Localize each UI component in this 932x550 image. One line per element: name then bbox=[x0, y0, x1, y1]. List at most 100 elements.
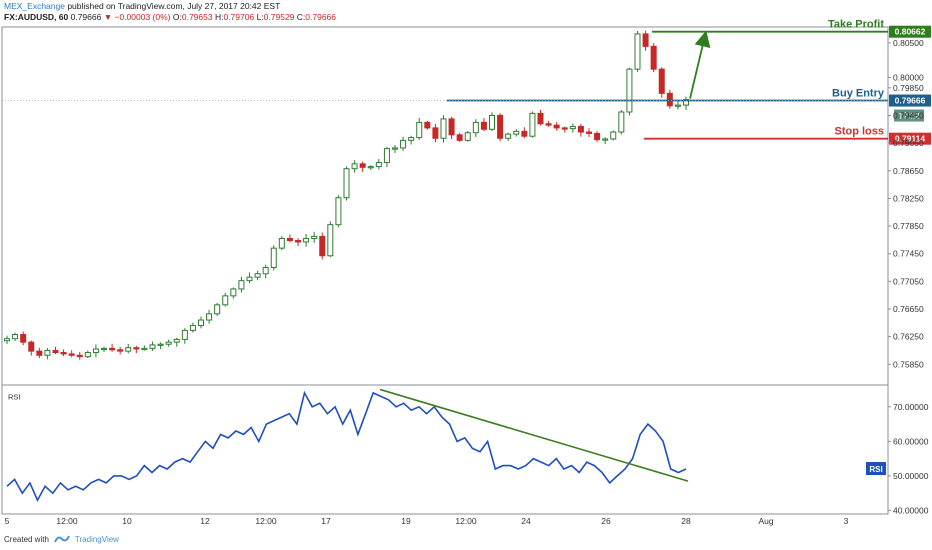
candle-body bbox=[674, 104, 681, 107]
candle-body bbox=[658, 68, 665, 94]
candle-body bbox=[440, 118, 447, 139]
candle-body bbox=[392, 147, 398, 150]
candle-body bbox=[448, 118, 455, 136]
candle-body bbox=[133, 347, 140, 350]
candle-body bbox=[278, 237, 285, 249]
level-price-label: 0.80662 bbox=[895, 27, 926, 37]
ohlc-h-label: H: bbox=[214, 12, 224, 22]
candle-body bbox=[513, 130, 520, 135]
level-label: Take Profit bbox=[828, 19, 884, 31]
candle-body bbox=[303, 237, 310, 243]
candle-body bbox=[189, 325, 196, 331]
candle-body bbox=[505, 133, 512, 139]
candle-body bbox=[383, 148, 390, 163]
candle-body bbox=[141, 347, 148, 351]
candle-body bbox=[222, 295, 229, 306]
candle-body bbox=[375, 161, 382, 168]
candle-body bbox=[464, 132, 471, 141]
candle-body bbox=[610, 131, 617, 140]
rsi-panel: RSI RSI bbox=[6, 388, 886, 503]
price-tick-label: 0.79050 bbox=[893, 138, 924, 148]
x-tick-label: 19 bbox=[401, 516, 411, 526]
candle-body bbox=[117, 349, 124, 352]
price-tick-label: 0.78250 bbox=[893, 193, 924, 203]
price-tick-label: 0.80000 bbox=[893, 72, 924, 82]
candle-body bbox=[561, 127, 568, 130]
candle-body bbox=[76, 354, 83, 358]
price-tick-label: 0.75850 bbox=[893, 359, 924, 369]
countdown-tag bbox=[894, 109, 924, 122]
price-tick-label: 0.76650 bbox=[893, 304, 924, 314]
ohlc-high: 0.79706 bbox=[223, 12, 255, 22]
candle-body bbox=[424, 121, 431, 129]
candle-body bbox=[109, 347, 116, 351]
rsi-line bbox=[6, 390, 687, 503]
candle-body bbox=[602, 138, 609, 141]
candle-body bbox=[359, 163, 366, 168]
candle-body bbox=[286, 237, 293, 242]
candle-body bbox=[4, 338, 10, 342]
level-price-label: 0.79666 bbox=[895, 96, 926, 106]
candle-body bbox=[642, 33, 649, 47]
candle-body bbox=[327, 224, 334, 257]
level-price-tag bbox=[889, 94, 931, 107]
candle-body bbox=[351, 163, 358, 170]
candle-body bbox=[238, 280, 245, 290]
candle-body bbox=[497, 114, 504, 139]
candle-body bbox=[125, 347, 132, 352]
level-price-tag bbox=[889, 132, 931, 145]
candle-body bbox=[367, 166, 374, 169]
level-label: Buy Entry bbox=[832, 88, 885, 100]
candle-body bbox=[634, 33, 641, 70]
rsi-tick-label: 70.00000 bbox=[893, 402, 929, 412]
symbol-label: FX:AUDUSD, 60 bbox=[4, 12, 69, 22]
candle-body bbox=[230, 288, 237, 297]
candle-body bbox=[489, 114, 495, 130]
price-tick-label: 0.77050 bbox=[893, 276, 924, 286]
candle-body bbox=[456, 134, 463, 141]
candle-body bbox=[157, 343, 164, 346]
candle-body bbox=[68, 353, 75, 356]
rsi-current-label: RSI bbox=[869, 465, 882, 474]
level-price-tag bbox=[889, 25, 931, 38]
candle-body bbox=[594, 132, 601, 141]
axes: 5 12:00 10 12 12:00 17 19 12:00 24 26 28 Aug 3 0.8050… bbox=[5, 38, 929, 526]
x-tick-label: Aug bbox=[758, 516, 773, 526]
x-tick-label: 10 bbox=[122, 516, 132, 526]
candle-body bbox=[650, 45, 657, 70]
publisher-line: MEX_Exchange published on TradingView.co… bbox=[4, 1, 336, 12]
publisher-name[interactable]: MEX_Exchange bbox=[4, 1, 65, 11]
tradingview-brand[interactable]: TradingView bbox=[74, 534, 119, 544]
candle-body bbox=[569, 126, 576, 130]
x-tick-label: 12:00 bbox=[255, 516, 277, 526]
candle-body bbox=[84, 352, 91, 358]
candle-body bbox=[472, 121, 479, 134]
candle-body bbox=[586, 131, 592, 134]
x-tick-label: 5 bbox=[5, 516, 10, 526]
level-price-label: 0.79114 bbox=[895, 134, 926, 144]
candle-body bbox=[92, 348, 99, 354]
candle-body bbox=[618, 111, 625, 133]
x-tick-label: 26 bbox=[601, 516, 611, 526]
x-tick-label: 12:00 bbox=[455, 516, 477, 526]
candle-body bbox=[101, 347, 107, 351]
candle-body bbox=[270, 247, 277, 269]
candle-body bbox=[408, 137, 415, 141]
candle-body bbox=[181, 329, 188, 340]
chart-frame bbox=[1, 26, 889, 515]
price-tick-label: 0.80500 bbox=[893, 38, 924, 48]
trade-levels: Take Profit 0.80662 Buy Entry 0.79666 Stop l… bbox=[2, 19, 931, 145]
chart-header: MEX_Exchange published on TradingView.co… bbox=[4, 1, 336, 23]
ohlc-l-label: L: bbox=[256, 12, 264, 22]
candle-body bbox=[480, 121, 487, 130]
rsi-tick-label: 50.00000 bbox=[893, 471, 929, 481]
ohlc-open: 0.79653 bbox=[181, 12, 213, 22]
candle-body bbox=[52, 349, 59, 354]
candle-body bbox=[400, 139, 407, 149]
candle-body bbox=[165, 341, 172, 345]
candle-body bbox=[553, 124, 560, 129]
candle-body bbox=[343, 168, 350, 199]
candle-body bbox=[198, 319, 204, 327]
price-change: ▼ −0.00003 (0%) bbox=[103, 12, 171, 22]
